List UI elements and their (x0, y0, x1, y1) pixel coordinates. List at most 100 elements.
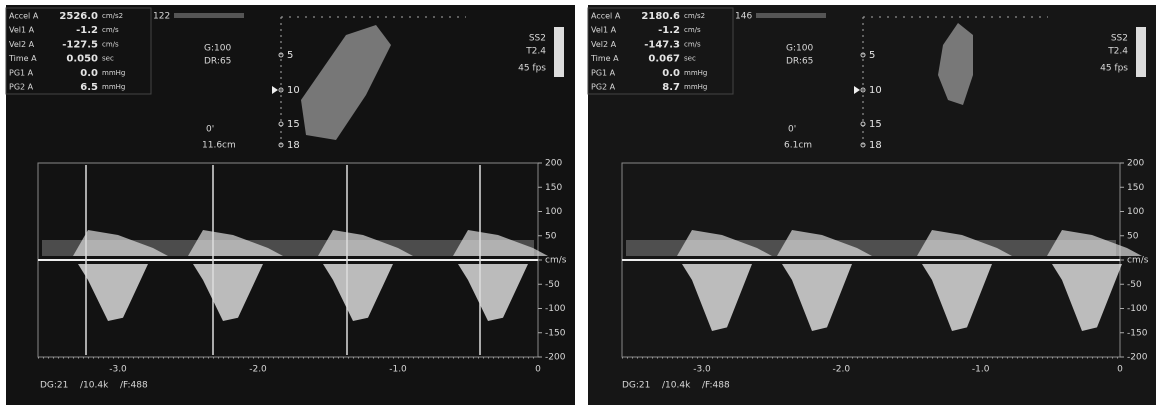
velocity-label: 150 (1127, 183, 1144, 193)
measurement-value: -147.3 (644, 39, 680, 50)
depth-label: 10 (869, 85, 882, 96)
measurement-unit: mmHg (684, 69, 707, 77)
probe: SS2 (529, 34, 546, 44)
time-label: -2.0 (833, 365, 851, 375)
measurement-value: -127.5 (62, 39, 98, 50)
gain: G:100 (204, 44, 231, 54)
velocity-label: 200 (545, 159, 562, 169)
time-label: -1.0 (389, 365, 407, 375)
frame-bar (756, 13, 826, 18)
velocity-label: -200 (545, 353, 566, 363)
measurement-label: Time A (590, 54, 619, 63)
measurement-unit: cm/s (102, 26, 119, 34)
probe: SS2 (1111, 34, 1128, 44)
velocity-label: -150 (545, 328, 566, 338)
measurement-label: Vel1 A (591, 26, 617, 35)
time-label: -1.0 (972, 365, 990, 375)
measurement-unit: cm/s (684, 40, 701, 48)
measurement-unit: cm/s (684, 26, 701, 34)
frame-bar (174, 13, 244, 18)
footer-text: /10.4k (662, 381, 691, 391)
frame-rate: 45 fps (518, 64, 546, 74)
depth-label: 18 (287, 140, 300, 151)
depth-label: 18 (869, 140, 882, 151)
time-label: -3.0 (109, 365, 127, 375)
footer-text: /F:488 (702, 381, 730, 391)
velocity-label: -100 (1127, 304, 1148, 314)
velocity-label: 50 (545, 231, 557, 241)
screen-background (588, 5, 1156, 405)
footer-text: /10.4k (80, 381, 109, 391)
measurement-label: Accel A (591, 12, 621, 21)
time-label: -3.0 (693, 365, 711, 375)
footer-text: DG:21 (622, 381, 650, 391)
measurement-unit: sec (102, 55, 114, 63)
measurement-label: Vel2 A (591, 40, 617, 49)
measurement-unit: cm/s (102, 40, 119, 48)
velocity-label: 100 (545, 207, 562, 217)
velocity-label: -50 (545, 280, 560, 290)
measurement-unit: sec (684, 55, 696, 63)
velocity-label: -200 (1127, 353, 1148, 363)
velocity-label: cm/s (1127, 256, 1149, 266)
footer-text: /F:488 (120, 381, 148, 391)
measurement-value: 2180.6 (641, 11, 680, 22)
gate-depth: 6.1cm (784, 141, 812, 151)
measurement-label: Vel2 A (9, 40, 35, 49)
velocity-label: 200 (1127, 159, 1144, 169)
measurement-value: -1.2 (76, 25, 98, 36)
gray-bar (554, 27, 564, 77)
velocity-label: -50 (1127, 280, 1142, 290)
velocity-label: 150 (545, 183, 562, 193)
angle: 0' (206, 125, 214, 135)
time-label: 0 (1117, 365, 1123, 375)
dynamic-range: DR:65 (786, 57, 813, 67)
footer-text: DG:21 (40, 381, 68, 391)
measurement-value: 8.7 (662, 82, 680, 93)
measurement-label: Vel1 A (9, 26, 35, 35)
measurement-value: 0.0 (662, 68, 680, 79)
measurement-label: PG1 A (9, 68, 34, 77)
velocity-label: -150 (1127, 328, 1148, 338)
measurement-unit: cm/s2 (684, 12, 705, 20)
time-label: 0 (535, 365, 541, 375)
measurement-label: Accel A (9, 12, 39, 21)
measurement-label: PG1 A (591, 68, 616, 77)
frequency: T2.4 (525, 47, 546, 57)
measurement-value: 2526.0 (59, 11, 98, 22)
screen-background (6, 5, 575, 405)
measurement-value: 0.0 (80, 68, 98, 79)
gate-depth: 11.6cm (202, 141, 236, 151)
depth-label: 5 (287, 50, 293, 61)
measurement-unit: cm/s2 (102, 12, 123, 20)
depth-label: 15 (287, 119, 300, 130)
depth-label: 5 (869, 50, 875, 61)
ultrasound-screen: Accel A 2526.0 cm/s2 Vel1 A -1.2 cm/s Vel2 A -1… (6, 5, 575, 405)
depth-label: 15 (869, 119, 882, 130)
page: Accel A 2526.0 cm/s2 Vel1 A -1.2 cm/s Vel2 A -1… (0, 0, 1156, 407)
velocity-label: 100 (1127, 207, 1144, 217)
frame-number: 122 (153, 12, 170, 22)
measurement-label: PG2 A (9, 83, 34, 92)
gray-bar (1136, 27, 1146, 77)
dynamic-range: DR:65 (204, 57, 231, 67)
frame-number: 146 (735, 12, 752, 22)
measurement-unit: mmHg (102, 69, 125, 77)
velocity-label: cm/s (545, 256, 567, 266)
depth-label: 10 (287, 85, 300, 96)
screens: Accel A 2526.0 cm/s2 Vel1 A -1.2 cm/s Vel2 A -1… (0, 0, 1156, 407)
frame-rate: 45 fps (1100, 64, 1128, 74)
velocity-label: 50 (1127, 231, 1139, 241)
angle: 0' (788, 125, 796, 135)
time-label: -2.0 (249, 365, 267, 375)
measurement-value: -1.2 (658, 25, 680, 36)
measurement-value: 0.067 (648, 54, 680, 65)
measurement-value: 6.5 (80, 82, 98, 93)
ultrasound-screen: Accel A 2180.6 cm/s2 Vel1 A -1.2 cm/s Vel2 A -1… (588, 5, 1156, 405)
measurement-label: Time A (8, 54, 37, 63)
measurement-unit: mmHg (684, 83, 707, 91)
measurement-unit: mmHg (102, 83, 125, 91)
velocity-label: -100 (545, 304, 566, 314)
measurement-value: 0.050 (66, 54, 98, 65)
frequency: T2.4 (1107, 47, 1128, 57)
